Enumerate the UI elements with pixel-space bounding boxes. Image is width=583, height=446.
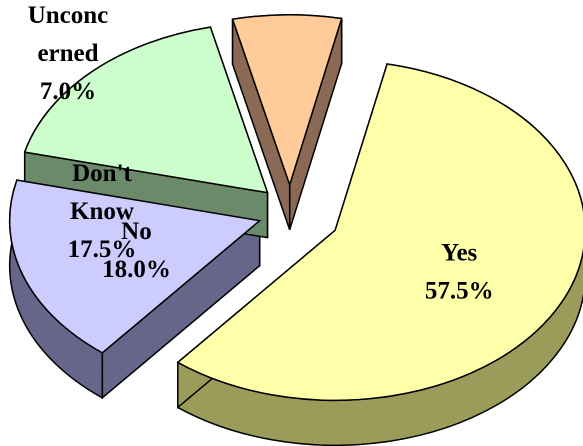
pie-slice-no (8, 179, 262, 354)
data-label-yes: Yes 57.5% (425, 240, 494, 305)
data-label-unconcerned: Unconc erned 7.0% (28, 2, 109, 105)
data-label-no: No 18.0% (102, 218, 171, 283)
pie-slice-yes (176, 63, 583, 402)
pie-slice-don-t-know (23, 26, 269, 194)
pie-slice-unconcerned (231, 14, 343, 188)
data-label-don-t-know: Don't Know 17.5% (68, 160, 137, 263)
